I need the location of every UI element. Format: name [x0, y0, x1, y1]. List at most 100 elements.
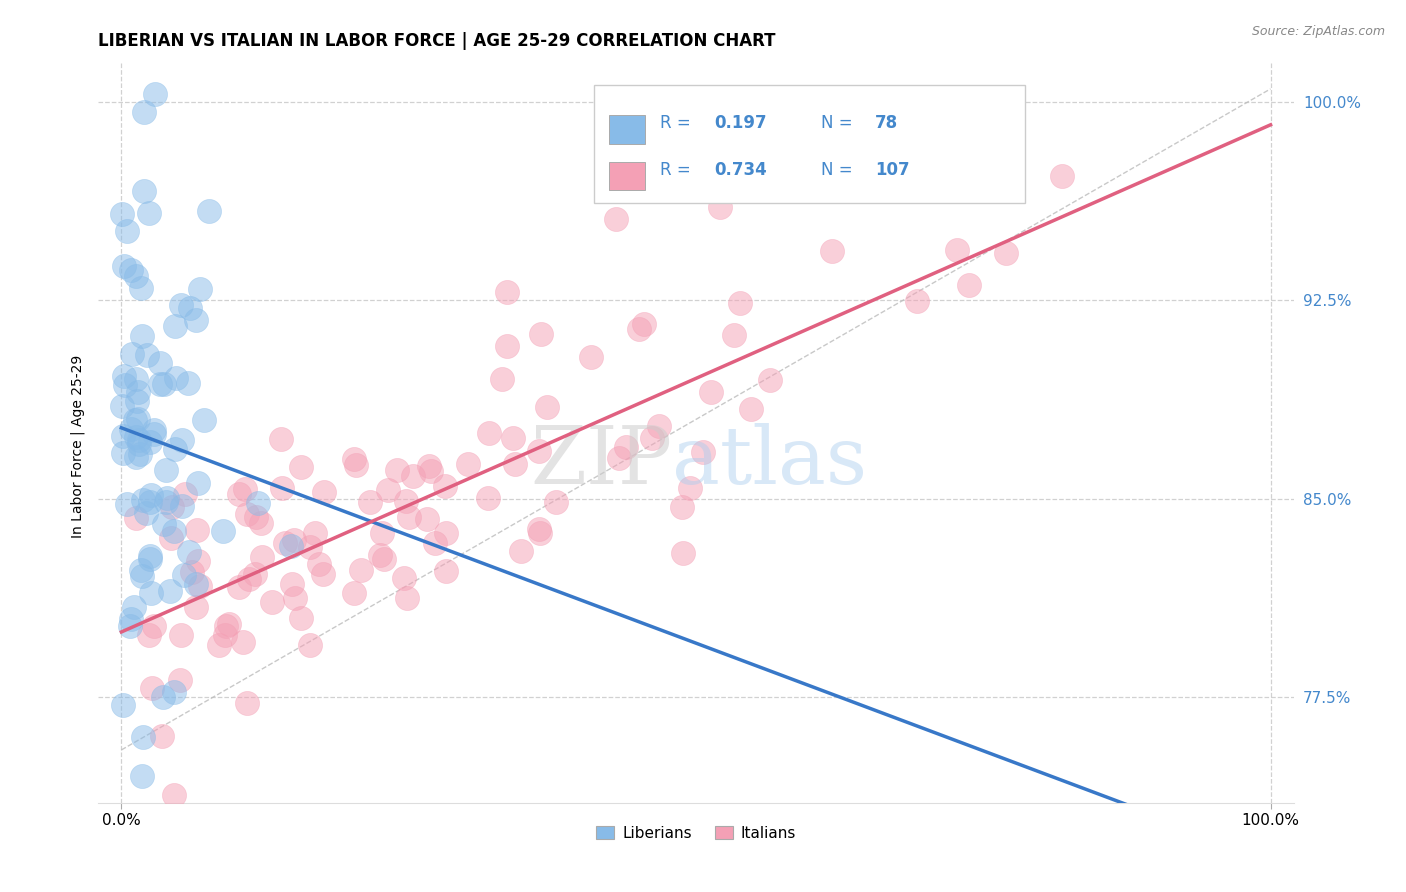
Point	[150, 729, 173, 743]
FancyBboxPatch shape	[609, 115, 644, 144]
Point	[505, 457, 527, 471]
Point	[478, 425, 501, 440]
Point	[139, 435, 162, 450]
Point	[155, 463, 177, 477]
Point	[679, 481, 702, 495]
Point	[125, 430, 148, 444]
Point	[188, 579, 211, 593]
Point	[491, 372, 513, 386]
Point	[396, 591, 419, 606]
Point	[280, 540, 302, 554]
Point	[214, 628, 236, 642]
Point	[165, 371, 187, 385]
Point	[131, 568, 153, 582]
Point	[169, 673, 191, 687]
Point	[312, 567, 335, 582]
Point	[614, 441, 637, 455]
FancyBboxPatch shape	[595, 85, 1025, 203]
Point	[169, 628, 191, 642]
Point	[121, 262, 143, 277]
Text: N =: N =	[821, 161, 853, 178]
Point	[425, 535, 447, 549]
Text: atlas: atlas	[672, 423, 868, 501]
Point	[228, 580, 250, 594]
Point	[271, 481, 294, 495]
Point	[139, 549, 162, 563]
Point	[112, 368, 135, 383]
Point	[245, 509, 267, 524]
Point	[135, 507, 157, 521]
Point	[143, 87, 166, 102]
Point	[134, 105, 156, 120]
Text: Source: ZipAtlas.com: Source: ZipAtlas.com	[1251, 25, 1385, 38]
Point	[172, 500, 194, 514]
Point	[132, 730, 155, 744]
Point	[114, 378, 136, 392]
Point	[197, 204, 219, 219]
Point	[609, 450, 631, 465]
Point	[290, 460, 312, 475]
Point	[510, 544, 533, 558]
Point	[128, 433, 150, 447]
Point	[692, 445, 714, 459]
Point	[495, 285, 517, 300]
Point	[179, 301, 201, 315]
Point	[633, 317, 655, 331]
Point	[995, 245, 1018, 260]
Point	[527, 443, 550, 458]
Point	[212, 524, 235, 538]
Point	[138, 628, 160, 642]
Text: 0.734: 0.734	[714, 161, 766, 178]
Point	[530, 326, 553, 341]
Text: In Labor Force | Age 25-29: In Labor Force | Age 25-29	[70, 354, 84, 538]
Text: ZIP: ZIP	[530, 423, 672, 501]
Point	[700, 384, 723, 399]
Point	[111, 429, 134, 443]
Point	[121, 422, 143, 436]
Point	[138, 206, 160, 220]
Point	[180, 565, 202, 579]
Legend: Liberians, Italians: Liberians, Italians	[591, 820, 801, 847]
Point	[125, 450, 148, 465]
Point	[758, 373, 780, 387]
Point	[648, 419, 671, 434]
Point	[149, 357, 172, 371]
Point	[723, 328, 745, 343]
Point	[273, 536, 295, 550]
Point	[153, 376, 176, 391]
Point	[112, 259, 135, 273]
Point	[132, 492, 155, 507]
Point	[187, 476, 209, 491]
Point	[120, 618, 142, 632]
Point	[304, 525, 326, 540]
Point	[232, 635, 254, 649]
Point	[141, 487, 163, 501]
Point	[160, 500, 183, 514]
Point	[359, 495, 381, 509]
Point	[284, 591, 307, 606]
Point	[536, 400, 558, 414]
Point	[579, 351, 602, 365]
Point	[129, 563, 152, 577]
Point	[153, 516, 176, 531]
Point	[131, 329, 153, 343]
Point	[544, 494, 567, 508]
Point	[343, 586, 366, 600]
Point	[125, 393, 148, 408]
Point	[186, 313, 208, 327]
Point	[477, 491, 499, 505]
Point	[820, 244, 842, 259]
Point	[125, 511, 148, 525]
Point	[250, 549, 273, 564]
Point	[187, 553, 209, 567]
Point	[111, 207, 134, 221]
Point	[163, 524, 186, 539]
Point	[298, 638, 321, 652]
Point	[143, 619, 166, 633]
Point	[172, 433, 194, 447]
Point	[141, 681, 163, 695]
Point	[350, 563, 373, 577]
Point	[640, 432, 662, 446]
Point	[184, 576, 207, 591]
Point	[672, 545, 695, 559]
